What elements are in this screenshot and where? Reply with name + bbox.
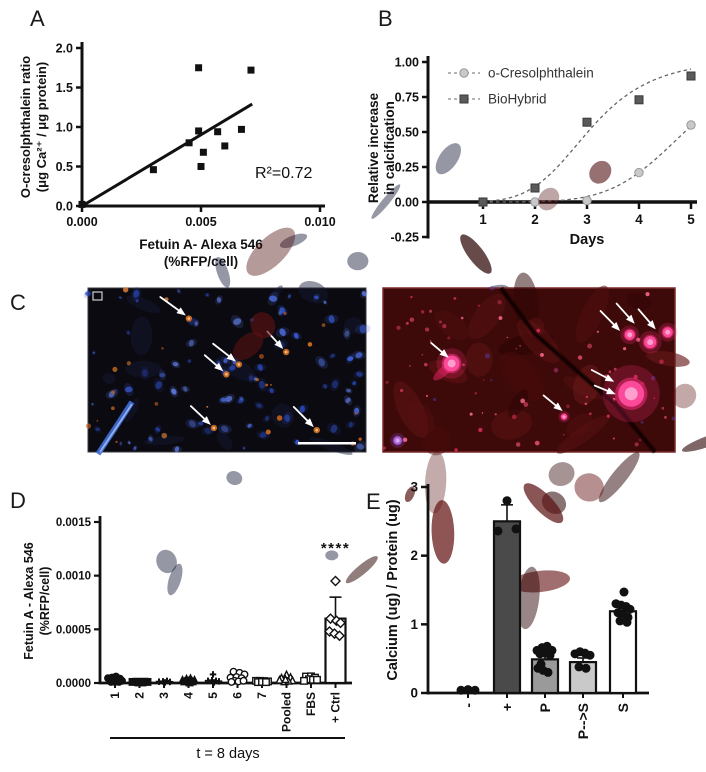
svg-text:S: S — [615, 703, 631, 712]
svg-text:2.0: 2.0 — [56, 42, 73, 56]
svg-text:Pooled: Pooled — [280, 692, 294, 732]
svg-text:2: 2 — [410, 548, 418, 563]
panel-c-label: C — [10, 290, 26, 315]
svg-text:R²=0.72: R²=0.72 — [255, 165, 312, 182]
svg-text:7: 7 — [255, 692, 269, 699]
svg-text:1: 1 — [410, 617, 418, 632]
svg-text:1.5: 1.5 — [56, 81, 73, 95]
svg-text:(%RFP/cell): (%RFP/cell) — [38, 567, 52, 636]
svg-text:0.0010: 0.0010 — [56, 571, 91, 583]
svg-text:6: 6 — [231, 692, 245, 699]
svg-text:0.25: 0.25 — [395, 161, 419, 175]
svg-text:o-Cresolphthalein: o-Cresolphthalein — [488, 66, 594, 81]
svg-text:0.50: 0.50 — [395, 126, 419, 140]
svg-text:-0.25: -0.25 — [391, 231, 420, 245]
svg-text:5: 5 — [206, 692, 220, 699]
svg-text:0: 0 — [410, 686, 418, 701]
svg-text:0.005: 0.005 — [185, 215, 216, 229]
panel-b-line-chart: 1.00 0.75 0.50 0.25 0.00 -0.25 1 2 3 4 5 Days Relati… — [366, 56, 697, 248]
svg-text:2: 2 — [531, 212, 539, 227]
svg-text:5: 5 — [687, 212, 695, 227]
svg-text:(%RFP/cell): (%RFP/cell) — [164, 254, 238, 269]
svg-text:BioHybrid: BioHybrid — [488, 92, 547, 107]
svg-text:(μg Ca²⁺ / μg protein): (μg Ca²⁺ / μg protein) — [34, 62, 49, 192]
svg-text:0.0000: 0.0000 — [56, 678, 91, 690]
svg-text:2: 2 — [133, 692, 147, 699]
fluorescence-image-right — [232, 160, 706, 630]
svg-text:+: + — [499, 703, 515, 711]
panel-a-label: A — [30, 6, 45, 31]
panel-d-label: D — [10, 488, 26, 513]
svg-text:0.000: 0.000 — [66, 215, 97, 229]
svg-text:-: - — [460, 703, 476, 708]
svg-text:1: 1 — [108, 692, 122, 699]
svg-text:FBS: FBS — [304, 692, 318, 716]
svg-text:0.75: 0.75 — [395, 91, 419, 105]
svg-text:Relative increase: Relative increase — [366, 92, 381, 203]
svg-text:3: 3 — [157, 692, 171, 699]
svg-text:4: 4 — [635, 212, 643, 227]
svg-text:1: 1 — [479, 212, 487, 227]
svg-text:0.010: 0.010 — [304, 215, 335, 229]
svg-text:O-cresolphthalein ratio: O-cresolphthalein ratio — [18, 56, 33, 198]
scale-bar — [298, 442, 356, 445]
svg-text:P: P — [537, 703, 553, 712]
panel-d-bar-chart: 0.0000 0.0005 0.0010 0.0015 Fetuin A - Alexa… — [22, 516, 352, 762]
svg-text:1.00: 1.00 — [395, 56, 419, 70]
svg-text:1.0: 1.0 — [56, 121, 73, 135]
svg-text:0.0015: 0.0015 — [56, 517, 92, 529]
svg-text:0.5: 0.5 — [56, 160, 73, 174]
panel-e-bar-chart: 0 1 2 3 Calcium (ug) / Protein (ug) - + P P-->S S — [385, 480, 649, 739]
panel-e-label: E — [366, 489, 381, 514]
svg-text:3: 3 — [583, 212, 591, 227]
svg-text:Fetuin A- Alexa 546: Fetuin A- Alexa 546 — [139, 237, 263, 252]
fluorescence-image-left — [83, 143, 522, 596]
panel-a-scatter-chart: 0.0 0.5 1.0 1.5 2.0 0.000 0.005 0.010 O-cresolph… — [18, 42, 336, 270]
svg-text:Calcium (ug) / Protein (ug): Calcium (ug) / Protein (ug) — [385, 499, 401, 680]
svg-text:3: 3 — [410, 480, 418, 495]
svg-text:0.0005: 0.0005 — [56, 624, 92, 636]
svg-text:****: **** — [321, 540, 350, 557]
svg-text:Days: Days — [570, 232, 605, 248]
svg-text:Fetuin A - Alexa 546: Fetuin A - Alexa 546 — [22, 542, 36, 659]
svg-text:0.0: 0.0 — [56, 200, 73, 214]
fullscreen-icon — [92, 291, 103, 301]
svg-text:in calcification: in calcification — [382, 101, 397, 195]
svg-text:4: 4 — [182, 692, 196, 699]
svg-text:+ Ctrl: + Ctrl — [329, 692, 343, 723]
svg-text:0.00: 0.00 — [395, 196, 419, 210]
svg-text:t = 8 days: t = 8 days — [196, 746, 259, 762]
svg-text:P-->S: P-->S — [575, 703, 591, 739]
panel-b-label: B — [378, 6, 393, 31]
